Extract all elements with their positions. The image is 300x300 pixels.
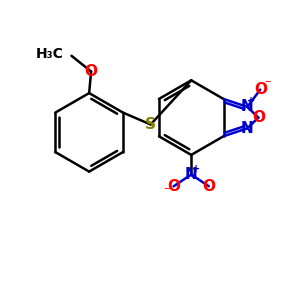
Text: O: O: [167, 179, 180, 194]
Text: ⁻: ⁻: [164, 185, 170, 198]
Text: N: N: [241, 99, 254, 114]
Text: S: S: [145, 117, 156, 132]
Text: H₃C: H₃C: [36, 47, 64, 61]
Text: O: O: [252, 110, 265, 125]
Text: O: O: [254, 82, 267, 97]
Text: +: +: [192, 164, 200, 174]
Text: +: +: [247, 96, 255, 106]
Text: N: N: [185, 167, 198, 182]
Text: O: O: [85, 64, 98, 79]
Text: N: N: [241, 121, 254, 136]
Text: ⁻: ⁻: [264, 78, 270, 91]
Text: O: O: [202, 179, 215, 194]
